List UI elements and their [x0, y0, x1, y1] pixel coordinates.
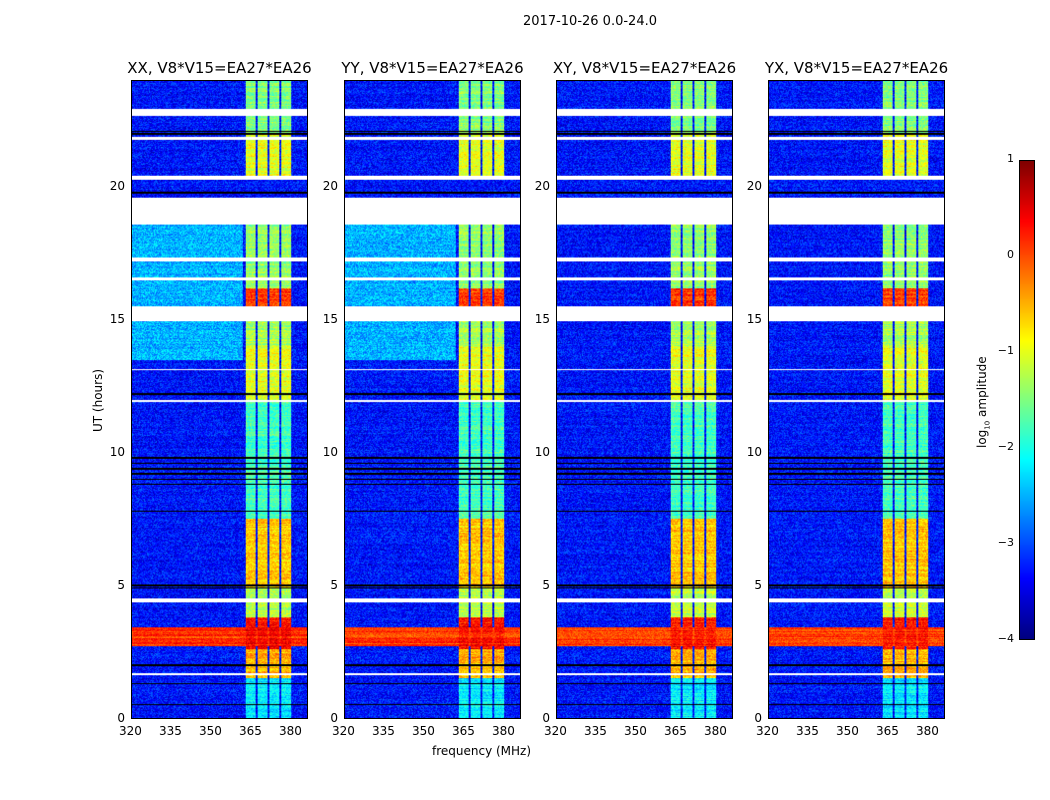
y-tick-label: 5 — [754, 577, 762, 592]
spectrogram-image — [132, 81, 307, 718]
spectrogram-panel — [556, 80, 733, 719]
colorbar-tick-label: −2 — [997, 440, 1014, 453]
y-tick-label: 0 — [542, 711, 550, 725]
x-tick-label: 380 — [703, 724, 727, 738]
colorbar-tick-label: −4 — [997, 632, 1014, 645]
spectrogram-image — [769, 81, 944, 718]
colorbar-tick-label: −3 — [997, 536, 1014, 549]
x-tick-label: 320 — [756, 724, 779, 738]
y-tick-label: 10 — [109, 444, 125, 459]
y-tick-label: 10 — [534, 444, 550, 459]
colorbar-tick-label: −1 — [997, 344, 1014, 357]
y-tick-label: 15 — [109, 311, 125, 326]
x-tick-label: 320 — [544, 724, 567, 738]
x-tick-label: 320 — [332, 724, 355, 738]
colorbar-tick-label: 1 — [1007, 152, 1014, 165]
y-tick-label: 20 — [534, 178, 550, 193]
x-tick-label: 350 — [835, 724, 859, 738]
colorbar-label: log10 amplitude — [975, 356, 992, 448]
y-tick-label: 15 — [322, 311, 338, 326]
x-tick-label: 365 — [663, 724, 687, 738]
x-tick-label: 320 — [119, 724, 142, 738]
panel-title: XX, V8*V15=EA27*EA26 — [127, 59, 312, 77]
figure-title: 2017-10-26 0.0-24.0 — [523, 14, 657, 29]
x-tick-label: 335 — [158, 724, 182, 738]
y-tick-label: 0 — [330, 711, 338, 725]
spectrogram-image — [557, 81, 732, 718]
spectrogram-image — [345, 81, 520, 718]
y-tick-label: 10 — [746, 444, 762, 459]
y-tick-label: 20 — [109, 178, 125, 193]
y-tick-label: 15 — [746, 311, 762, 326]
spectrogram-panel — [344, 80, 521, 719]
panel-title: YX, V8*V15=EA27*EA26 — [764, 59, 949, 77]
spectrogram-panel — [768, 80, 945, 719]
y-axis-label: UT (hours) — [91, 368, 105, 432]
y-tick-label: 15 — [534, 311, 550, 326]
y-tick-label: 10 — [322, 444, 338, 459]
x-tick-label: 350 — [411, 724, 435, 738]
panel-title: XY, V8*V15=EA27*EA26 — [552, 59, 737, 77]
x-tick-label: 335 — [371, 724, 395, 738]
x-tick-label: 350 — [623, 724, 647, 738]
x-tick-label: 365 — [451, 724, 475, 738]
colorbar-tick-label: 0 — [1007, 248, 1014, 261]
y-tick-label: 20 — [322, 178, 338, 193]
y-tick-label: 5 — [117, 577, 125, 592]
x-tick-label: 365 — [875, 724, 899, 738]
panel-title: YY, V8*V15=EA27*EA26 — [341, 59, 524, 77]
x-tick-label: 365 — [238, 724, 262, 738]
spectrogram-panel — [131, 80, 308, 719]
y-tick-label: 5 — [330, 577, 338, 592]
x-tick-label: 380 — [491, 724, 515, 738]
x-axis-label: frequency (MHz) — [432, 744, 532, 758]
y-tick-label: 0 — [754, 711, 762, 725]
x-tick-label: 335 — [795, 724, 819, 738]
x-tick-label: 350 — [198, 724, 222, 738]
x-tick-label: 380 — [915, 724, 939, 738]
y-tick-label: 5 — [542, 577, 550, 592]
x-tick-label: 380 — [278, 724, 302, 738]
y-tick-label: 20 — [746, 178, 762, 193]
x-tick-label: 335 — [583, 724, 607, 738]
y-tick-label: 0 — [117, 711, 125, 725]
colorbar — [1019, 160, 1035, 640]
